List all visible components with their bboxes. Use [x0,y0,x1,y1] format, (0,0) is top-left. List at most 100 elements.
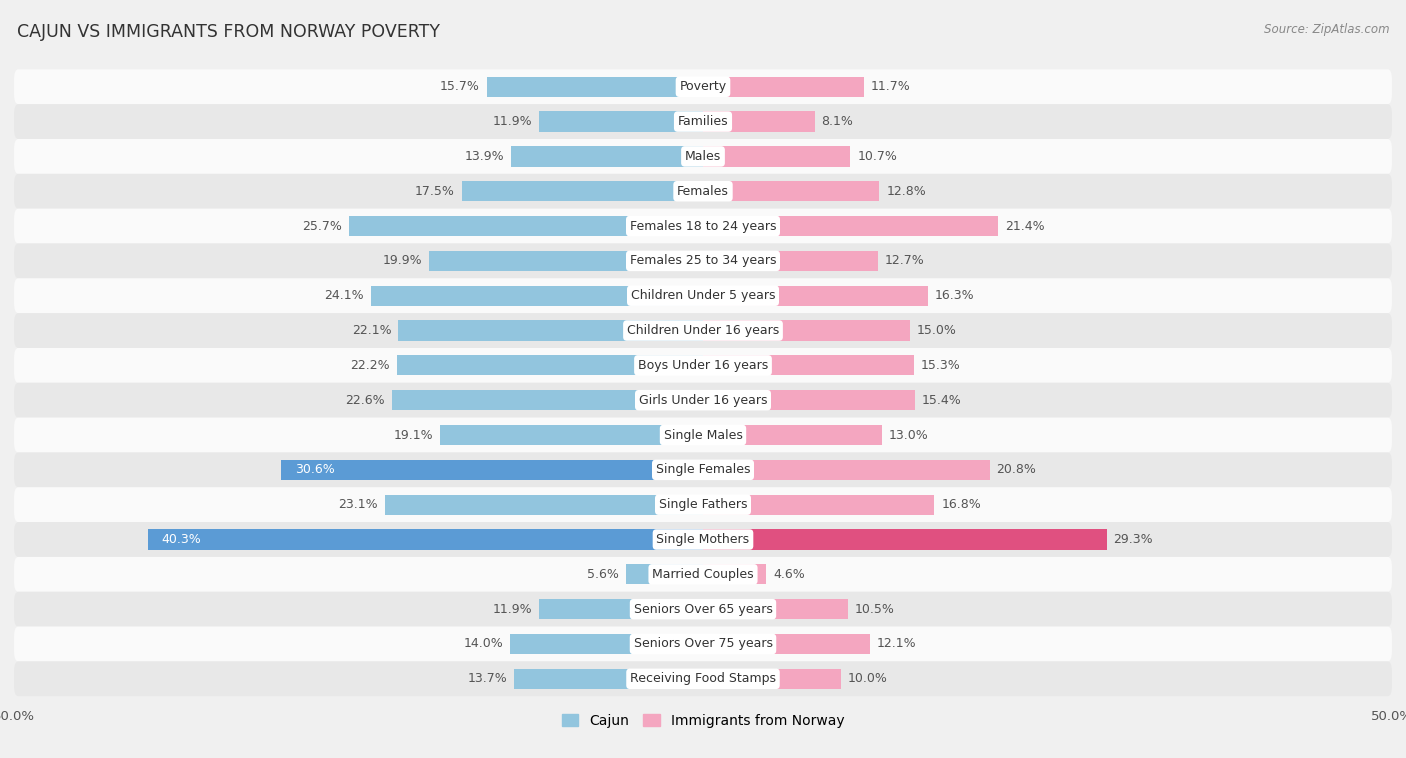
FancyBboxPatch shape [14,278,1392,313]
Text: CAJUN VS IMMIGRANTS FROM NORWAY POVERTY: CAJUN VS IMMIGRANTS FROM NORWAY POVERTY [17,23,440,41]
Bar [703,634,870,654]
Bar [512,146,703,167]
Bar [461,181,703,202]
FancyBboxPatch shape [14,348,1392,383]
Bar [703,111,814,132]
Text: 8.1%: 8.1% [821,115,853,128]
FancyBboxPatch shape [14,453,1392,487]
Bar [371,286,703,305]
Bar [703,77,865,97]
Bar [148,529,703,550]
Bar [703,460,990,480]
Text: Single Females: Single Females [655,463,751,476]
Bar [703,564,766,584]
Bar [703,599,848,619]
Bar [703,286,928,305]
Text: 11.7%: 11.7% [872,80,911,93]
Bar [396,356,703,375]
Text: 12.8%: 12.8% [886,185,927,198]
Bar [703,356,914,375]
Text: 13.0%: 13.0% [889,428,929,441]
FancyBboxPatch shape [14,418,1392,453]
Text: Females 18 to 24 years: Females 18 to 24 years [630,220,776,233]
Bar [398,321,703,340]
Text: Single Males: Single Males [664,428,742,441]
Text: Girls Under 16 years: Girls Under 16 years [638,393,768,407]
Text: 5.6%: 5.6% [588,568,619,581]
Text: Seniors Over 65 years: Seniors Over 65 years [634,603,772,615]
Text: 15.3%: 15.3% [921,359,960,372]
Bar [281,460,703,480]
Bar [349,216,703,236]
Bar [515,669,703,689]
Bar [703,181,879,202]
FancyBboxPatch shape [14,69,1392,104]
Text: Receiving Food Stamps: Receiving Food Stamps [630,672,776,685]
Text: 13.7%: 13.7% [468,672,508,685]
FancyBboxPatch shape [14,383,1392,418]
Bar [703,321,910,340]
Text: 17.5%: 17.5% [415,185,456,198]
Bar [429,251,703,271]
Bar [392,390,703,410]
Legend: Cajun, Immigrants from Norway: Cajun, Immigrants from Norway [555,708,851,734]
Text: Seniors Over 75 years: Seniors Over 75 years [634,637,772,650]
Text: Single Mothers: Single Mothers [657,533,749,546]
Bar [703,216,998,236]
Bar [440,425,703,445]
Text: 30.6%: 30.6% [295,463,335,476]
Text: 11.9%: 11.9% [492,603,531,615]
Text: 10.0%: 10.0% [848,672,887,685]
FancyBboxPatch shape [14,522,1392,557]
Bar [538,599,703,619]
FancyBboxPatch shape [14,243,1392,278]
FancyBboxPatch shape [14,104,1392,139]
Text: 16.8%: 16.8% [942,498,981,511]
Text: 10.5%: 10.5% [855,603,894,615]
Bar [538,111,703,132]
Bar [703,529,1107,550]
Bar [510,634,703,654]
Text: 12.7%: 12.7% [884,255,925,268]
Text: Married Couples: Married Couples [652,568,754,581]
Text: 15.0%: 15.0% [917,324,956,337]
Text: 40.3%: 40.3% [162,533,201,546]
Text: 11.9%: 11.9% [492,115,531,128]
Text: Children Under 5 years: Children Under 5 years [631,290,775,302]
FancyBboxPatch shape [14,208,1392,243]
Text: 14.0%: 14.0% [464,637,503,650]
Bar [703,146,851,167]
Bar [486,77,703,97]
Text: 13.9%: 13.9% [465,150,505,163]
Text: 25.7%: 25.7% [302,220,342,233]
Text: Boys Under 16 years: Boys Under 16 years [638,359,768,372]
Text: 23.1%: 23.1% [339,498,378,511]
Text: Males: Males [685,150,721,163]
Bar [703,494,935,515]
FancyBboxPatch shape [14,662,1392,697]
FancyBboxPatch shape [14,174,1392,208]
Bar [703,425,882,445]
Text: 16.3%: 16.3% [935,290,974,302]
Bar [703,669,841,689]
Text: 15.4%: 15.4% [922,393,962,407]
Text: 22.1%: 22.1% [352,324,392,337]
Text: Single Fathers: Single Fathers [659,498,747,511]
Text: Families: Families [678,115,728,128]
Bar [703,390,915,410]
FancyBboxPatch shape [14,313,1392,348]
Text: Children Under 16 years: Children Under 16 years [627,324,779,337]
FancyBboxPatch shape [14,557,1392,592]
FancyBboxPatch shape [14,627,1392,662]
Text: 29.3%: 29.3% [1114,533,1153,546]
Text: Poverty: Poverty [679,80,727,93]
FancyBboxPatch shape [14,592,1392,627]
Bar [385,494,703,515]
FancyBboxPatch shape [14,139,1392,174]
Text: 21.4%: 21.4% [1005,220,1045,233]
Text: 19.1%: 19.1% [394,428,433,441]
Text: Females: Females [678,185,728,198]
Text: 19.9%: 19.9% [382,255,422,268]
Text: 22.6%: 22.6% [344,393,385,407]
Text: 15.7%: 15.7% [440,80,479,93]
